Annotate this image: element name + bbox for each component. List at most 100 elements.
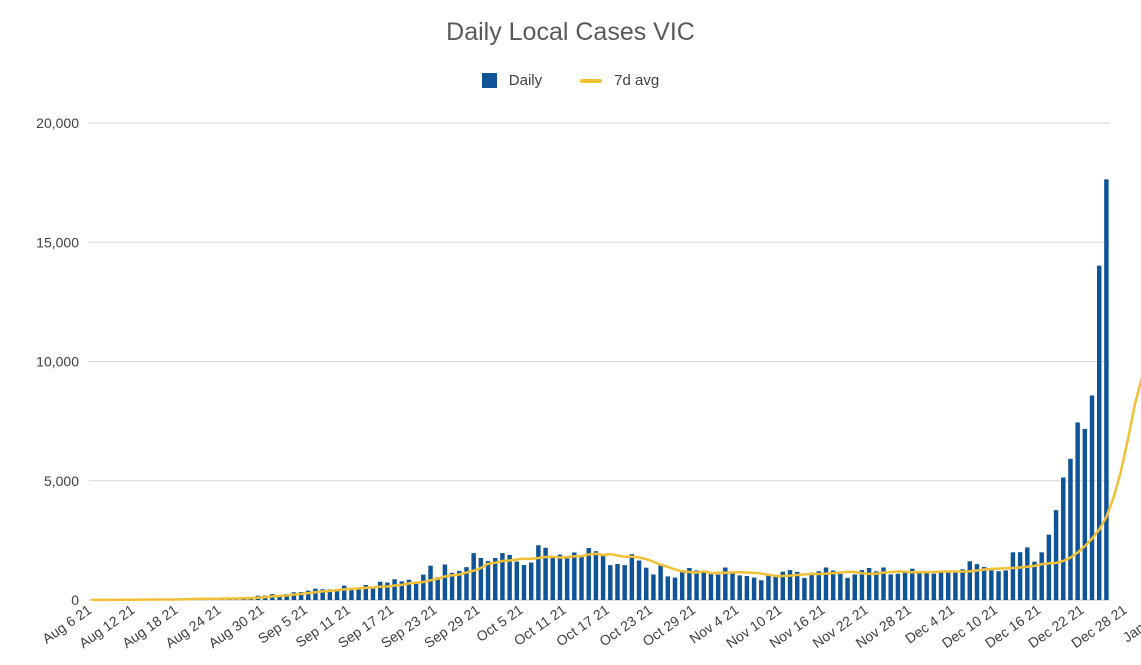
bar [945,571,951,600]
bar [1053,510,1059,600]
bar [1096,265,1102,600]
legend-label-daily: Daily [508,72,543,89]
bar [773,575,778,600]
bar [967,561,973,600]
y-tick-label: 20,000 [36,115,79,131]
bar [989,570,994,600]
bar [787,570,793,600]
bar [291,592,297,600]
bar [442,564,448,600]
bar [866,567,872,600]
bar [471,553,476,600]
bar [658,564,663,600]
bar [759,580,764,600]
bar [421,574,426,600]
bar [313,588,318,600]
bar [586,548,591,600]
bar [974,564,980,600]
bar [449,572,455,600]
bar [823,567,829,600]
bar [557,554,563,600]
bar [859,570,865,600]
bar [651,574,656,600]
bar [780,571,786,600]
bar [938,572,944,600]
bar [593,551,599,600]
bar [917,571,922,600]
bar [888,574,893,600]
bar [528,562,534,600]
bar [1061,477,1066,600]
bar [794,571,800,600]
y-tick-label: 5,000 [44,473,79,489]
bar [845,577,850,600]
bar [327,589,333,600]
bar [457,570,462,600]
bar [579,556,584,600]
bar [723,567,728,600]
legend-swatch-daily [481,73,497,88]
bar [493,557,498,600]
bar [615,563,620,600]
bar [377,581,383,600]
bar [1082,428,1088,600]
bar [910,568,915,600]
bar [816,571,822,600]
bar [629,554,635,600]
bar [665,576,671,600]
bar [399,581,405,600]
bar [284,594,289,600]
bar [679,570,685,600]
series-line-7d-avg [91,376,1141,602]
y-tick-label: 10,000 [36,354,79,370]
bar [543,547,548,600]
bar [507,554,512,600]
bar [1068,458,1073,600]
bar [924,570,929,600]
bar [500,553,505,600]
bar [874,571,879,600]
bar [694,570,699,600]
bar [1010,552,1016,600]
bar [564,558,570,600]
bar [701,570,706,600]
legend-item-7d-avg: 7d avg [580,72,659,89]
bar [536,545,541,600]
legend-label-7d-avg: 7d avg [614,72,660,89]
bar [737,575,742,600]
bar [550,556,555,600]
bar [766,575,771,600]
bar [902,571,908,600]
bar [672,577,678,600]
bar [981,567,987,600]
bar [464,567,469,600]
bar [363,585,369,600]
bar [622,565,627,600]
bar [608,565,613,600]
bar [370,586,376,600]
bar [751,577,757,600]
bar [881,567,886,600]
bar [478,557,484,600]
bar [392,579,397,600]
bar [809,572,814,600]
bar [1039,552,1044,600]
bar [852,574,857,600]
bar [334,589,340,600]
bar [644,567,649,600]
bar [1075,422,1080,600]
bar [342,585,347,600]
bar [931,573,937,600]
bar [953,570,958,600]
bar [1032,561,1037,600]
bar [349,587,354,600]
bar [687,567,692,600]
y-tick-label: 15,000 [36,234,79,250]
bar [830,570,836,600]
legend-item-daily: Daily [481,72,543,89]
bar [406,579,412,600]
bar [1046,534,1052,600]
legend-swatch-7d-avg [580,78,603,83]
bar [1104,179,1109,600]
bar [298,592,304,600]
